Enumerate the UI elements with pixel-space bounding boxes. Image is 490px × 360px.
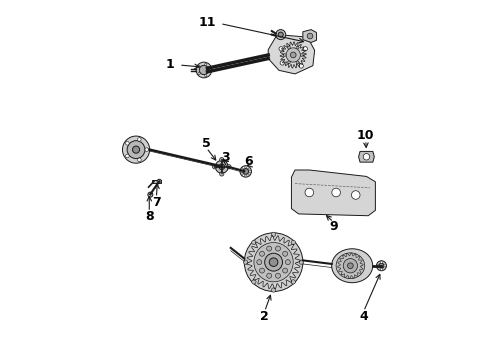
Circle shape [240, 166, 251, 177]
Circle shape [245, 233, 303, 292]
Circle shape [276, 30, 286, 40]
Circle shape [275, 273, 280, 278]
Circle shape [125, 154, 129, 158]
Circle shape [215, 160, 228, 173]
Circle shape [299, 260, 304, 264]
Circle shape [288, 46, 291, 49]
Circle shape [380, 261, 383, 263]
Circle shape [305, 188, 314, 197]
Text: 2: 2 [260, 310, 269, 323]
Circle shape [278, 32, 283, 37]
Circle shape [271, 288, 276, 292]
Circle shape [379, 263, 384, 268]
Circle shape [376, 261, 387, 271]
Circle shape [220, 172, 224, 176]
Circle shape [286, 48, 300, 62]
Circle shape [252, 280, 256, 284]
Circle shape [275, 246, 280, 251]
Circle shape [145, 148, 148, 152]
Circle shape [343, 258, 358, 273]
Circle shape [288, 61, 291, 64]
Circle shape [252, 240, 256, 244]
Circle shape [260, 251, 265, 256]
Circle shape [296, 46, 299, 49]
Circle shape [291, 52, 296, 58]
Circle shape [271, 232, 276, 237]
Circle shape [243, 168, 248, 174]
Circle shape [283, 268, 288, 273]
Circle shape [249, 170, 251, 172]
Ellipse shape [336, 253, 365, 279]
Circle shape [303, 47, 307, 51]
Circle shape [243, 174, 245, 176]
Circle shape [213, 165, 217, 169]
Text: 10: 10 [357, 129, 374, 142]
Ellipse shape [332, 249, 373, 283]
Circle shape [227, 165, 231, 169]
Circle shape [307, 33, 313, 39]
Circle shape [267, 246, 271, 251]
Circle shape [267, 273, 271, 278]
Circle shape [247, 174, 249, 176]
Circle shape [351, 191, 360, 199]
Circle shape [299, 64, 303, 68]
Circle shape [209, 69, 211, 71]
Circle shape [296, 61, 299, 64]
Circle shape [280, 61, 284, 65]
Circle shape [247, 167, 249, 169]
Circle shape [265, 253, 283, 271]
Circle shape [127, 141, 145, 158]
Circle shape [285, 260, 291, 265]
Text: 8: 8 [145, 210, 153, 223]
Circle shape [125, 141, 129, 145]
Circle shape [198, 72, 200, 75]
Polygon shape [292, 170, 375, 216]
Text: 3: 3 [221, 151, 230, 165]
Circle shape [291, 240, 295, 244]
Circle shape [241, 170, 243, 172]
Text: 6: 6 [244, 155, 253, 168]
Circle shape [198, 65, 200, 67]
Circle shape [283, 251, 288, 256]
Circle shape [384, 265, 386, 267]
Text: 1: 1 [166, 58, 174, 71]
Circle shape [244, 260, 248, 264]
Circle shape [122, 136, 149, 163]
Circle shape [148, 192, 153, 197]
Circle shape [291, 280, 295, 284]
Circle shape [332, 188, 341, 197]
Circle shape [157, 179, 161, 184]
Circle shape [260, 268, 265, 273]
Circle shape [243, 167, 245, 169]
Polygon shape [359, 152, 374, 162]
Circle shape [347, 263, 353, 269]
Circle shape [199, 65, 209, 75]
Circle shape [138, 138, 141, 141]
Circle shape [363, 154, 369, 160]
Circle shape [138, 158, 141, 162]
Circle shape [377, 265, 379, 267]
Circle shape [380, 268, 383, 270]
Circle shape [270, 258, 278, 266]
Polygon shape [268, 35, 315, 74]
Circle shape [283, 54, 286, 57]
Text: 4: 4 [359, 310, 368, 323]
Circle shape [220, 157, 224, 162]
Text: 9: 9 [329, 220, 338, 233]
Circle shape [205, 63, 207, 65]
Polygon shape [303, 30, 317, 42]
Circle shape [300, 54, 303, 57]
Circle shape [257, 260, 262, 265]
Polygon shape [152, 180, 161, 183]
Circle shape [205, 75, 207, 77]
Text: 11: 11 [198, 15, 216, 28]
Circle shape [254, 243, 293, 282]
Circle shape [279, 47, 283, 51]
Circle shape [196, 62, 212, 78]
Circle shape [219, 164, 224, 170]
Text: 5: 5 [202, 137, 211, 150]
Text: 7: 7 [152, 195, 161, 209]
Circle shape [132, 146, 140, 153]
